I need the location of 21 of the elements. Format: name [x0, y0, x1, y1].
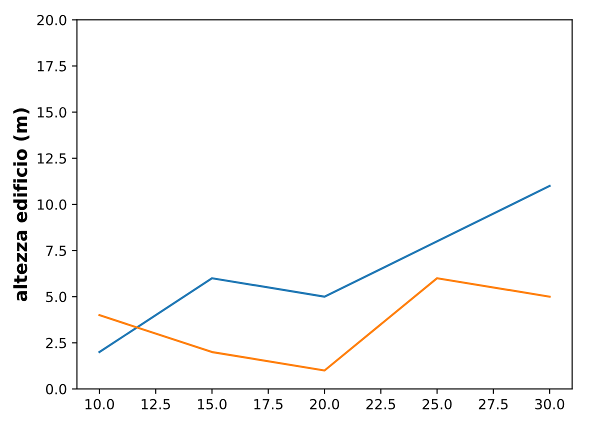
- line-series: [98, 184, 551, 354]
- x-tick-label: 17.5: [254, 399, 283, 410]
- y-tick-label: 5.0: [46, 292, 66, 302]
- x-tick-label: 25.0: [422, 398, 452, 410]
- x-tick-label: 12.5: [142, 398, 170, 410]
- x-tick-label: 15.0: [198, 398, 227, 410]
- y-tick-label: 0.0: [46, 384, 66, 394]
- x-tick-label: 20.0: [310, 398, 340, 410]
- x-tick-label: 27.5: [478, 398, 508, 410]
- y-tick-label: 10.0: [38, 199, 66, 210]
- y-tick-label: 12.5: [38, 153, 66, 164]
- x-tick-label: 22.5: [366, 398, 396, 410]
- x-tick-label: 10.0: [86, 398, 114, 410]
- y-tick-label: 2.5: [46, 338, 66, 348]
- y-axis-title: altezza edificio (m): [13, 108, 30, 302]
- y-tick-label: 17.5: [38, 61, 66, 72]
- y-tick-label: 15.0: [38, 107, 66, 118]
- x-tick-label: 30.0: [535, 398, 564, 410]
- y-tick-label: 20.0: [37, 14, 66, 26]
- y-tick-label: 7.5: [46, 246, 66, 256]
- line-series: [98, 277, 551, 372]
